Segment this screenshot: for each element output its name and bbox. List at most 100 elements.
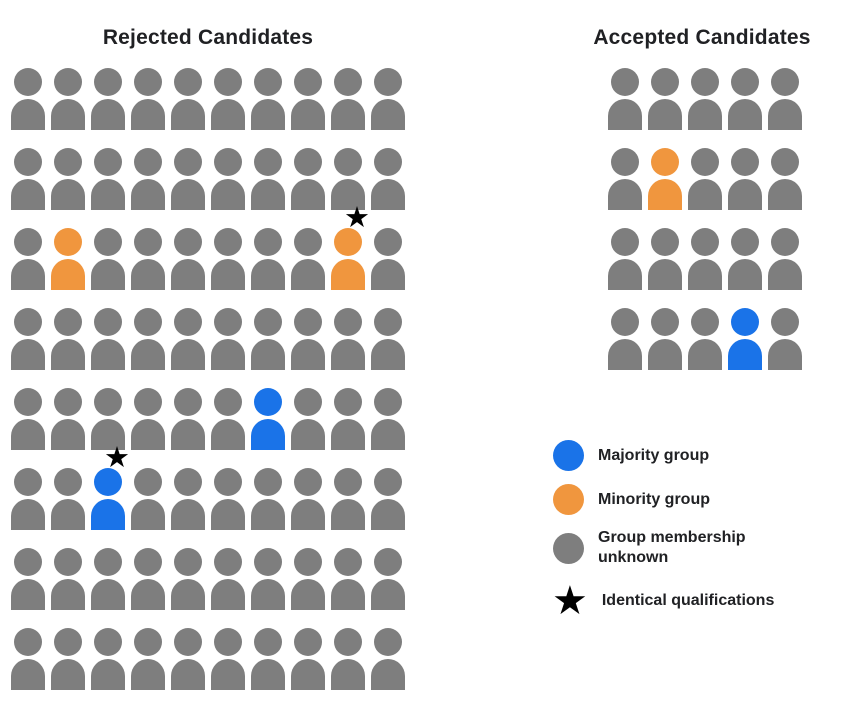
person-icon-unknown	[11, 228, 45, 308]
person-body	[728, 99, 762, 130]
person-icon-unknown	[371, 388, 405, 468]
person-head	[174, 468, 202, 496]
person-icon-unknown	[371, 548, 405, 628]
person-icon-unknown	[131, 68, 165, 148]
person-body	[688, 259, 722, 290]
person-body	[51, 339, 85, 370]
person-head	[214, 228, 242, 256]
person-icon-unknown	[131, 388, 165, 468]
person-icon-minority	[648, 148, 682, 228]
person-head	[611, 148, 639, 176]
legend: Majority group Minority group Group member…	[552, 440, 832, 634]
person-body	[171, 259, 205, 290]
person-head	[374, 228, 402, 256]
person-icon-unknown	[251, 68, 285, 148]
person-icon-unknown	[11, 548, 45, 628]
person-body	[331, 179, 365, 210]
person-body	[688, 339, 722, 370]
person-body	[171, 419, 205, 450]
person-icon-unknown	[251, 148, 285, 228]
person-body	[688, 99, 722, 130]
person-icon-unknown	[371, 468, 405, 548]
person-head	[134, 228, 162, 256]
person-head	[94, 148, 122, 176]
person-head	[294, 228, 322, 256]
person-head	[731, 68, 759, 96]
person-icon-unknown	[768, 68, 802, 148]
person-icon-unknown	[648, 228, 682, 308]
person-body	[131, 99, 165, 130]
person-head	[294, 628, 322, 656]
person-icon-unknown	[11, 68, 45, 148]
person-body	[648, 339, 682, 370]
person-body	[171, 179, 205, 210]
person-head	[374, 148, 402, 176]
person-icon-unknown	[371, 68, 405, 148]
person-body	[131, 499, 165, 530]
person-body	[11, 339, 45, 370]
person-icon-unknown	[51, 548, 85, 628]
person-body	[91, 339, 125, 370]
legend-item: Group membership unknown	[552, 528, 832, 568]
person-icon-unknown	[51, 68, 85, 148]
person-icon-unknown	[131, 548, 165, 628]
person-body	[331, 339, 365, 370]
person-body	[11, 579, 45, 610]
person-head	[651, 68, 679, 96]
person-body	[688, 179, 722, 210]
person-icon-unknown	[11, 468, 45, 548]
person-body	[171, 339, 205, 370]
person-head	[94, 388, 122, 416]
legend-label: Majority group	[598, 446, 710, 464]
person-icon-unknown	[211, 68, 245, 148]
person-head	[94, 308, 122, 336]
star-legend-swatch: ★	[552, 581, 588, 621]
person-icon-unknown	[331, 548, 365, 628]
person-icon-unknown	[91, 308, 125, 388]
person-head	[374, 388, 402, 416]
person-head	[771, 148, 799, 176]
person-body	[768, 339, 802, 370]
person-head	[94, 628, 122, 656]
person-body	[251, 499, 285, 530]
person-head	[174, 308, 202, 336]
person-body	[331, 259, 365, 290]
person-body	[251, 179, 285, 210]
person-body	[608, 179, 642, 210]
person-body	[11, 499, 45, 530]
person-body	[171, 99, 205, 130]
person-head	[334, 148, 362, 176]
person-head	[334, 548, 362, 576]
person-head	[214, 628, 242, 656]
person-head	[254, 68, 282, 96]
person-body	[728, 259, 762, 290]
person-head	[294, 68, 322, 96]
person-body	[131, 579, 165, 610]
person-icon-unknown	[331, 148, 365, 228]
person-body	[331, 659, 365, 690]
person-body	[648, 179, 682, 210]
person-head	[54, 68, 82, 96]
person-icon-unknown	[51, 628, 85, 707]
person-head	[294, 308, 322, 336]
person-body	[291, 419, 325, 450]
person-icon-unknown	[371, 148, 405, 228]
person-body	[648, 259, 682, 290]
person-head	[174, 68, 202, 96]
person-body	[91, 419, 125, 450]
person-head	[174, 388, 202, 416]
person-icon-unknown	[688, 148, 722, 228]
person-body	[91, 99, 125, 130]
person-icon-unknown	[91, 68, 125, 148]
person-head	[54, 228, 82, 256]
person-head	[14, 308, 42, 336]
person-icon-unknown	[291, 228, 325, 308]
person-body	[91, 659, 125, 690]
person-icon-unknown	[171, 68, 205, 148]
person-body	[291, 99, 325, 130]
person-icon-unknown	[51, 148, 85, 228]
person-head	[254, 228, 282, 256]
person-body	[131, 179, 165, 210]
person-body	[91, 499, 125, 530]
person-body	[371, 499, 405, 530]
